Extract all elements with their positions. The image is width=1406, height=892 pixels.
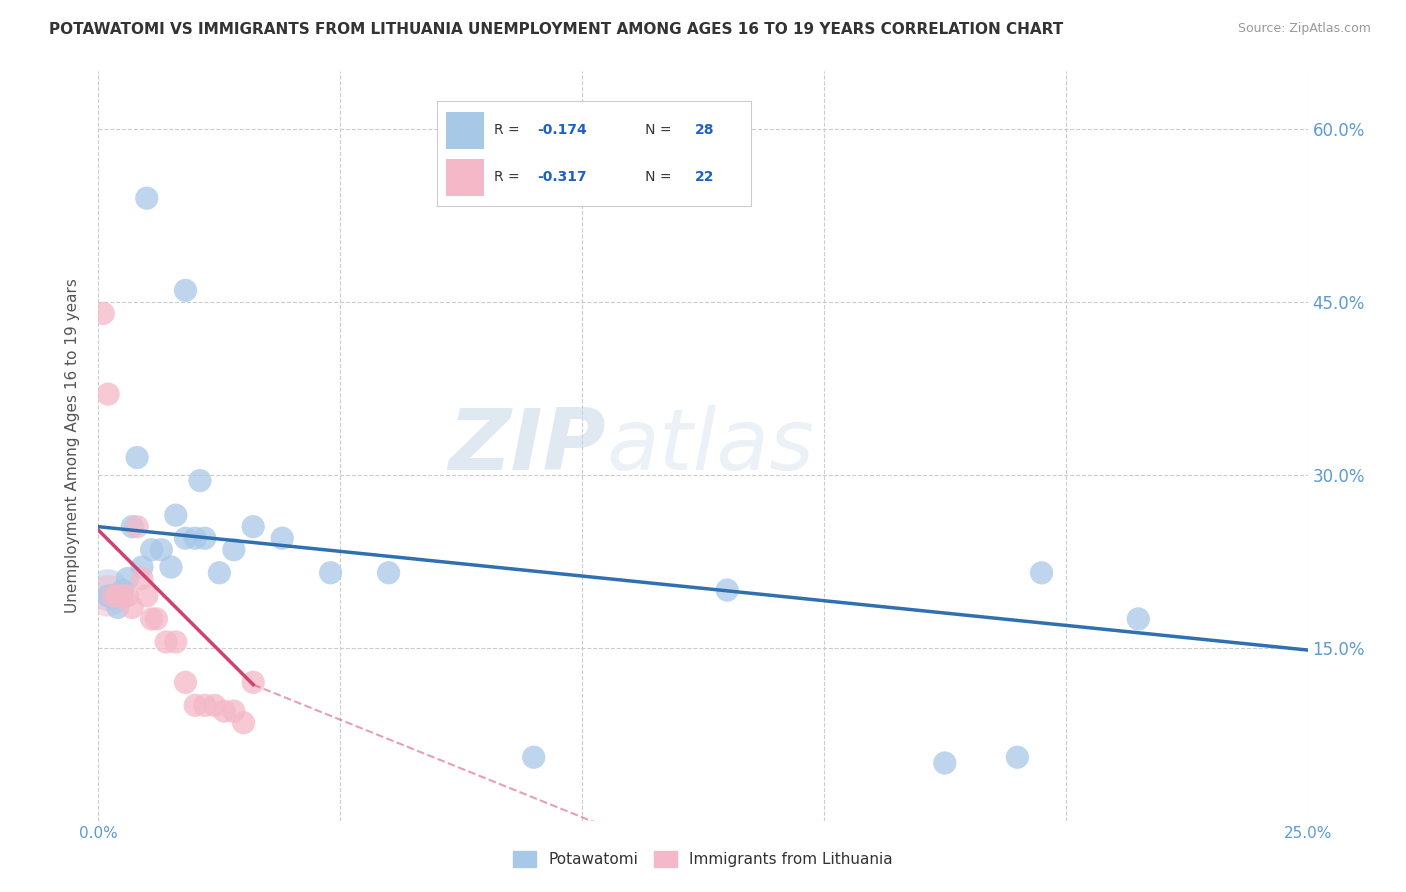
Point <box>188 474 211 488</box>
Point <box>194 698 217 713</box>
Text: POTAWATOMI VS IMMIGRANTS FROM LITHUANIA UNEMPLOYMENT AMONG AGES 16 TO 19 YEARS C: POTAWATOMI VS IMMIGRANTS FROM LITHUANIA … <box>49 22 1063 37</box>
Point <box>101 589 124 603</box>
Point <box>319 566 342 580</box>
Point <box>107 589 129 603</box>
Point <box>232 715 254 730</box>
Point <box>523 750 546 764</box>
Point <box>121 600 143 615</box>
Point <box>242 675 264 690</box>
Point <box>135 191 157 205</box>
Point <box>145 612 167 626</box>
Point <box>141 542 163 557</box>
Point <box>716 583 738 598</box>
Point <box>97 589 120 603</box>
Point <box>174 675 197 690</box>
Point <box>160 560 183 574</box>
Point <box>222 704 245 718</box>
Point <box>165 508 187 523</box>
Point <box>127 450 149 465</box>
Point <box>1007 750 1029 764</box>
Point <box>377 566 399 580</box>
Point <box>97 589 120 603</box>
Point <box>117 572 139 586</box>
Point <box>111 589 134 603</box>
Point <box>222 542 245 557</box>
Point <box>934 756 956 770</box>
Point <box>117 589 139 603</box>
Text: Source: ZipAtlas.com: Source: ZipAtlas.com <box>1237 22 1371 36</box>
Y-axis label: Unemployment Among Ages 16 to 19 years: Unemployment Among Ages 16 to 19 years <box>65 278 80 614</box>
Point <box>242 519 264 533</box>
Point <box>174 531 197 545</box>
Point <box>101 589 124 603</box>
Point <box>141 612 163 626</box>
Point <box>208 566 231 580</box>
Text: atlas: atlas <box>606 404 814 488</box>
Point <box>184 698 207 713</box>
Point <box>91 306 114 320</box>
Point <box>174 284 197 298</box>
Point <box>111 583 134 598</box>
Point <box>204 698 226 713</box>
Point <box>121 519 143 533</box>
Point <box>107 600 129 615</box>
Point <box>131 560 153 574</box>
Point <box>131 572 153 586</box>
Point <box>155 635 177 649</box>
Point <box>212 704 235 718</box>
Point <box>97 387 120 401</box>
Point <box>194 531 217 545</box>
Legend: Potawatomi, Immigrants from Lithuania: Potawatomi, Immigrants from Lithuania <box>508 845 898 873</box>
Point <box>165 635 187 649</box>
Point <box>184 531 207 545</box>
Point <box>97 583 120 598</box>
Point <box>271 531 294 545</box>
Point <box>150 542 173 557</box>
Text: ZIP: ZIP <box>449 404 606 488</box>
Point <box>127 519 149 533</box>
Point <box>135 589 157 603</box>
Point <box>1031 566 1053 580</box>
Point <box>1128 612 1150 626</box>
